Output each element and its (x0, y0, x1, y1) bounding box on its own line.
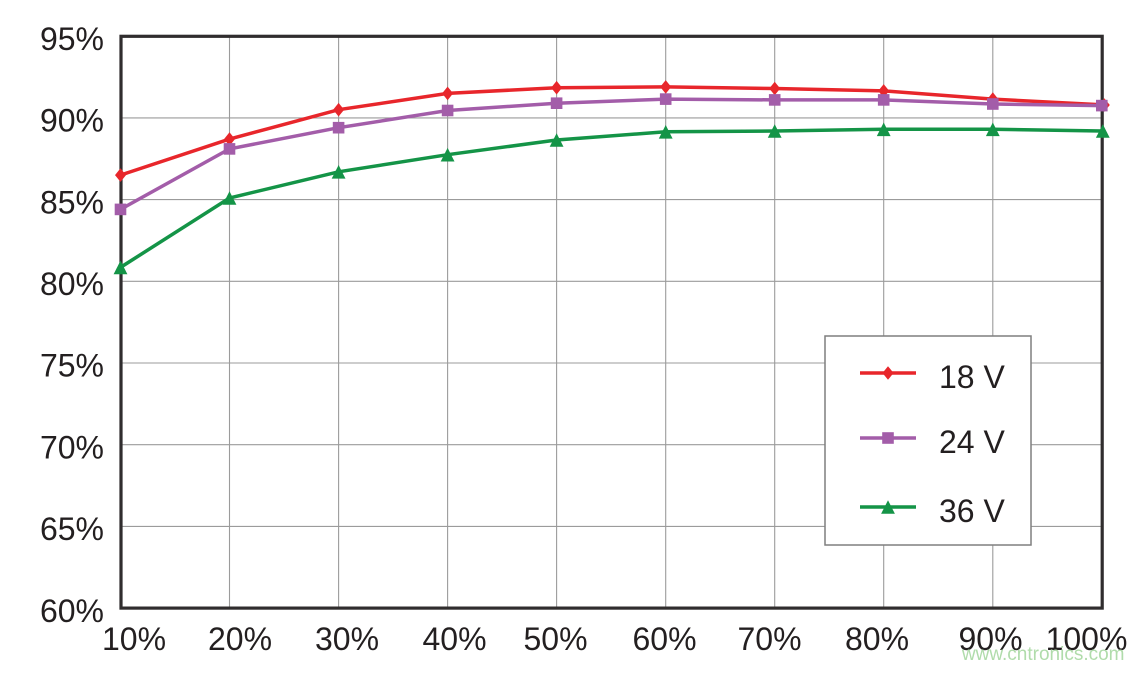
svg-text:85%: 85% (40, 184, 104, 220)
svg-text:75%: 75% (40, 348, 104, 384)
svg-text:70%: 70% (40, 429, 104, 465)
svg-text:60%: 60% (632, 621, 696, 657)
svg-text:60%: 60% (40, 593, 104, 629)
svg-text:90%: 90% (40, 103, 104, 139)
svg-text:65%: 65% (40, 511, 104, 547)
svg-text:95%: 95% (40, 21, 104, 57)
svg-text:30%: 30% (315, 621, 379, 657)
svg-text:36 V: 36 V (939, 493, 1005, 529)
svg-text:70%: 70% (737, 621, 801, 657)
svg-text:24 V: 24 V (939, 424, 1005, 460)
svg-text:80%: 80% (845, 621, 909, 657)
svg-text:20%: 20% (208, 621, 272, 657)
svg-text:50%: 50% (523, 621, 587, 657)
svg-text:www.cntronics.com: www.cntronics.com (961, 644, 1125, 665)
svg-text:100%: 100% (1046, 621, 1128, 657)
svg-text:80%: 80% (40, 266, 104, 302)
svg-text:40%: 40% (422, 621, 486, 657)
svg-text:90%: 90% (958, 621, 1022, 657)
svg-text:18 V: 18 V (939, 359, 1005, 395)
svg-text:10%: 10% (102, 621, 166, 657)
